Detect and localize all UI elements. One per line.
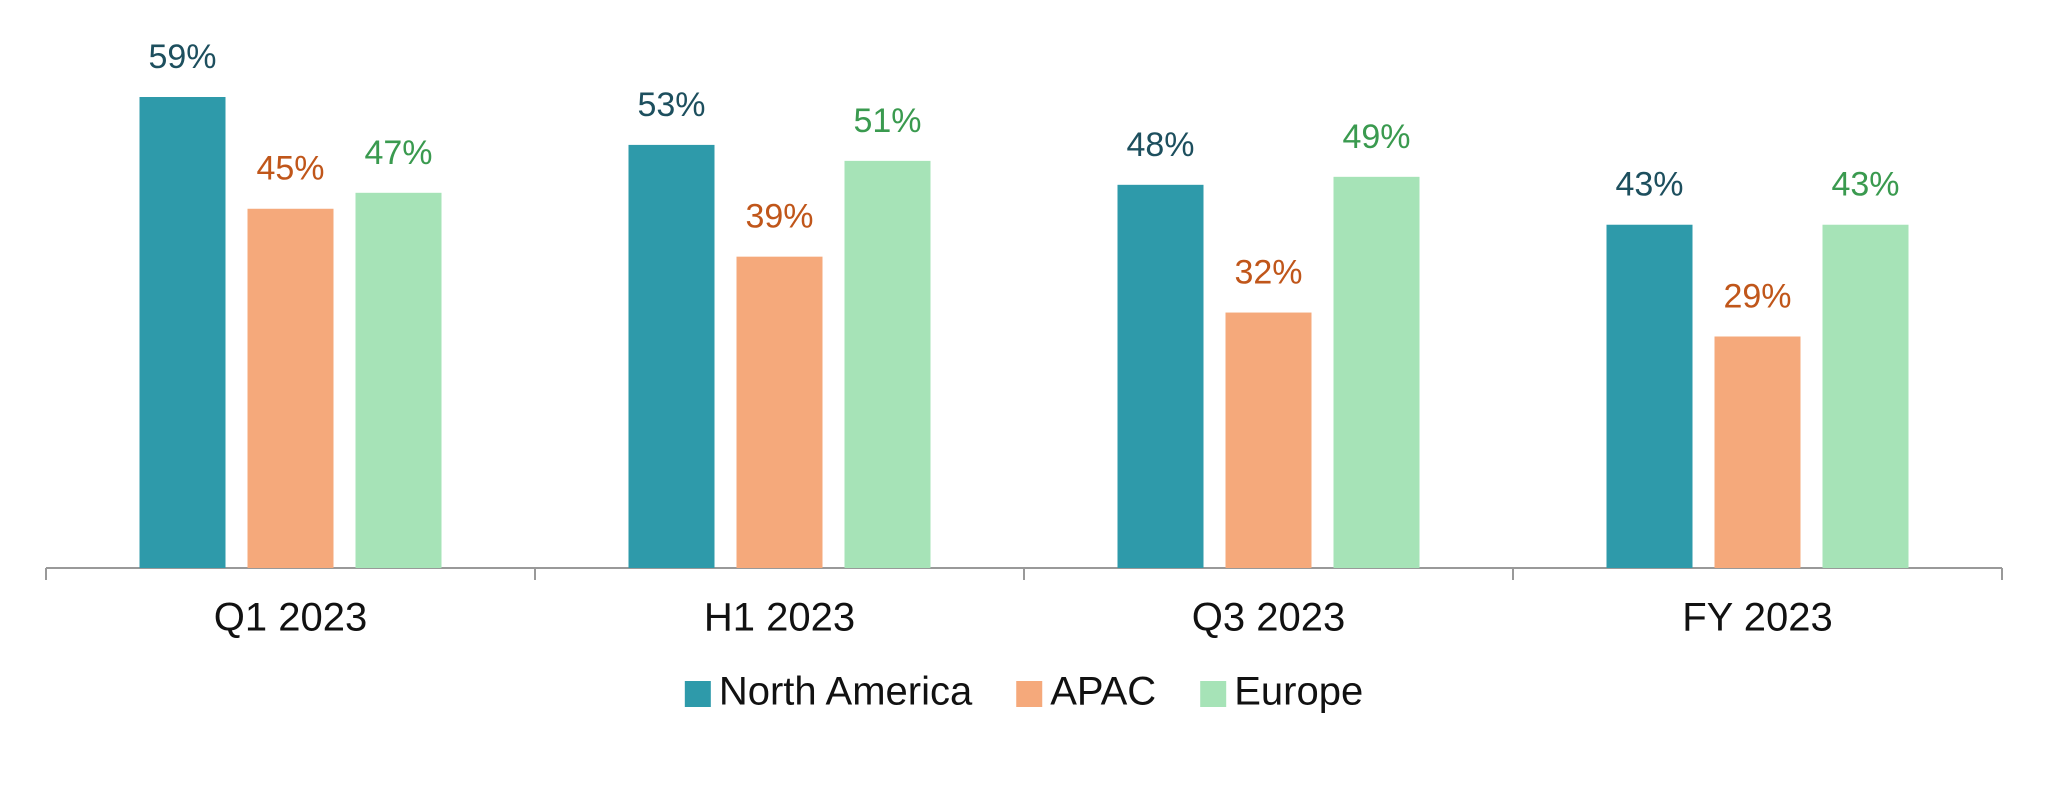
bar: [247, 208, 334, 569]
bar: [1333, 176, 1420, 568]
bar: [844, 160, 931, 568]
legend-label: North America: [719, 670, 973, 714]
bar: [1117, 184, 1204, 569]
x-tick-label: Q1 2023: [214, 596, 367, 640]
legend-swatch: [684, 681, 711, 707]
bar: [736, 256, 823, 568]
bar: [355, 192, 442, 568]
x-tick-label: H1 2023: [704, 596, 855, 640]
value-label: 53%: [637, 86, 705, 124]
bar: [1714, 336, 1801, 568]
bar: [1225, 312, 1312, 568]
value-label: 29%: [1723, 277, 1791, 315]
value-label: 43%: [1831, 166, 1899, 204]
bar: [1606, 224, 1693, 568]
legend-swatch: [1016, 681, 1043, 707]
value-label: 47%: [364, 134, 432, 172]
legend-swatch: [1200, 681, 1227, 707]
value-label: 32%: [1234, 254, 1302, 292]
x-tick-label: FY 2023: [1682, 596, 1833, 640]
bar: [1822, 224, 1909, 568]
value-label: 59%: [148, 38, 216, 76]
value-label: 49%: [1342, 118, 1410, 156]
value-label: 45%: [256, 150, 324, 188]
value-label: 48%: [1126, 126, 1194, 164]
bar: [628, 144, 715, 568]
value-label: 43%: [1615, 166, 1683, 204]
value-label: 39%: [745, 198, 813, 236]
legend-label: Europe: [1234, 670, 1363, 714]
bar: [139, 97, 226, 568]
legend: North America APAC Europe: [684, 670, 1363, 714]
x-tick-label: Q3 2023: [1192, 596, 1345, 640]
value-label: 51%: [853, 102, 921, 140]
legend-label: APAC: [1050, 670, 1156, 714]
